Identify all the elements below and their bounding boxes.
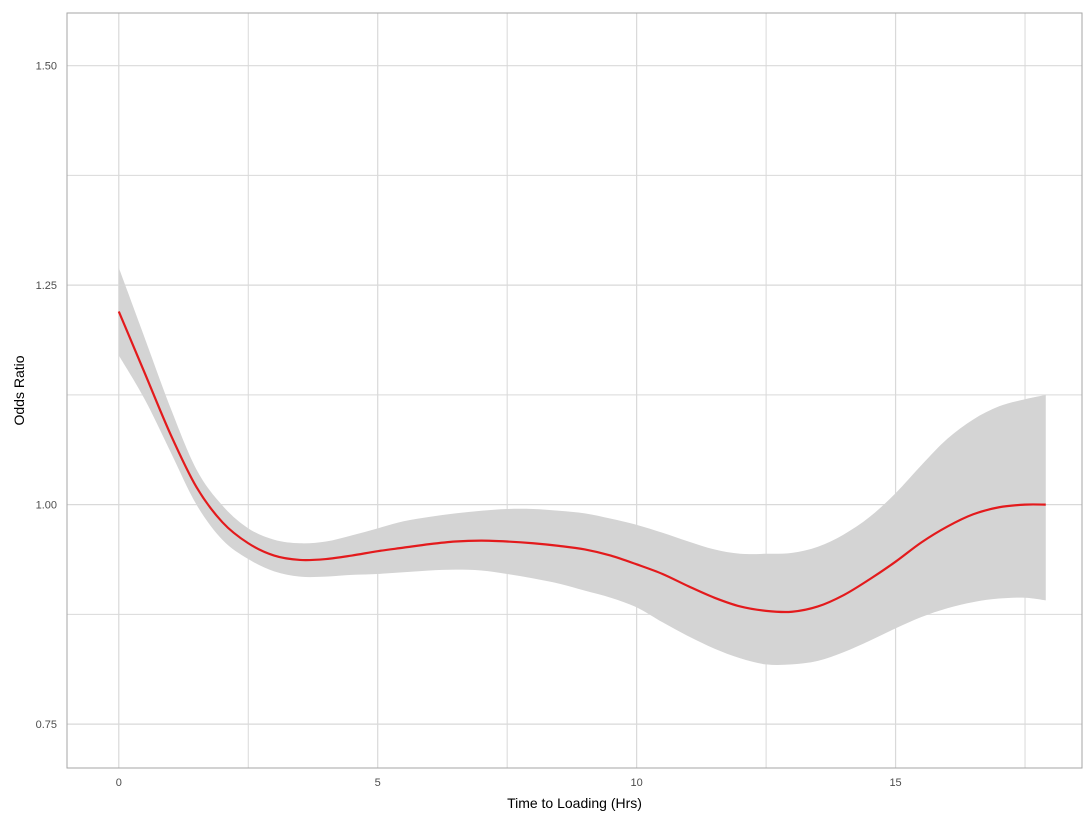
panel-border	[66, 12, 1083, 769]
y-axis-title: Odds Ratio	[11, 355, 27, 425]
y-tick-label: 1.50	[36, 61, 57, 73]
x-tick-label: 15	[889, 777, 901, 789]
x-axis-tick-labels: 0 5 10 15	[116, 777, 902, 789]
plot-frame	[66, 12, 1083, 769]
confidence-band	[118, 267, 1046, 666]
y-axis-tick-labels: 0.75 1.00 1.25 1.50	[36, 61, 57, 731]
x-tick-label: 5	[375, 777, 381, 789]
y-tick-label: 1.00	[36, 500, 57, 512]
odds-ratio-line	[117, 311, 1046, 614]
spline-line-layer	[117, 311, 1046, 614]
y-tick-label: 0.75	[36, 719, 57, 731]
x-tick-label: 10	[631, 777, 643, 789]
y-tick-label: 1.25	[36, 280, 57, 292]
x-axis-title: Time to Loading (Hrs)	[507, 795, 642, 811]
grid-lines	[67, 13, 1082, 768]
confidence-band-layer	[118, 267, 1046, 666]
x-tick-label: 0	[116, 777, 122, 789]
